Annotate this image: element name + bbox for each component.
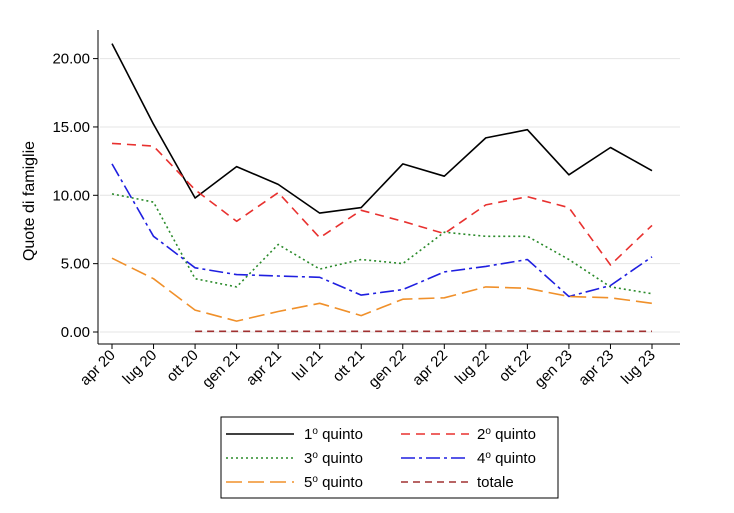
x-tick-label: lug 20 xyxy=(119,347,160,388)
y-tick-label: 15.00 xyxy=(52,119,90,136)
x-tick-label: lul 21 xyxy=(289,347,326,384)
y-tick-label: 20.00 xyxy=(52,51,90,68)
series-line-4 xyxy=(112,164,652,297)
x-tick-label: gen 21 xyxy=(199,347,243,391)
y-axis-label: Quote di famiglie xyxy=(21,141,38,261)
series-line-3 xyxy=(112,194,652,294)
x-tick-label: ott 22 xyxy=(496,347,535,386)
y-axis: 0.00 5.00 10.00 15.00 20.00 xyxy=(52,30,98,344)
series-line-2 xyxy=(112,143,652,265)
y-tick-label: 10.00 xyxy=(52,187,90,204)
x-tick-label: apr 22 xyxy=(409,347,451,389)
x-tick-label: ott 20 xyxy=(163,347,202,386)
legend-label: totale xyxy=(477,474,514,491)
x-tick-label: apr 23 xyxy=(575,347,617,389)
x-tick-label: gen 22 xyxy=(365,347,409,391)
y-tick-label: 0.00 xyxy=(61,324,90,341)
x-tick-label: lug 23 xyxy=(618,347,659,388)
x-tick-label: apr 21 xyxy=(243,347,285,389)
series-line-5 xyxy=(112,258,652,321)
x-tick-label: ott 21 xyxy=(329,347,368,386)
x-tick-label: lug 22 xyxy=(452,347,493,388)
x-tick-label: gen 23 xyxy=(531,347,575,391)
series-lines xyxy=(112,44,652,332)
y-tick-label: 5.00 xyxy=(61,256,90,273)
x-tick-label: apr 20 xyxy=(77,347,119,389)
